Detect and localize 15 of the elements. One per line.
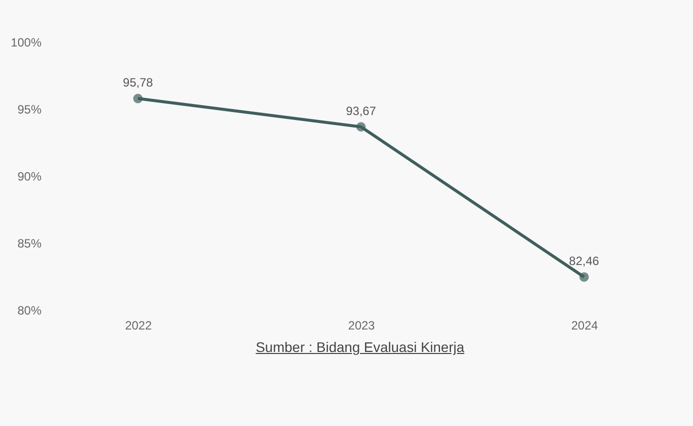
point [356, 122, 366, 132]
data-label: 82,46 [569, 254, 600, 268]
point [133, 94, 143, 104]
y-tick-label: 100% [10, 36, 42, 50]
x-tick-label: 2023 [348, 318, 376, 332]
x-tick-label: 2022 [125, 318, 152, 332]
y-tick-label: 85% [17, 236, 42, 250]
data-label: 93,67 [346, 104, 376, 118]
point [579, 272, 589, 282]
y-tick-label: 90% [17, 170, 42, 184]
text: Sumber : Bidang Evaluasi Kinerja [254, 339, 466, 355]
x-tick-label: 2024 [571, 318, 598, 332]
data-label: 95,78 [122, 76, 154, 90]
y-tick-label: 80% [17, 304, 42, 318]
y-tick-label: 95% [17, 102, 42, 116]
